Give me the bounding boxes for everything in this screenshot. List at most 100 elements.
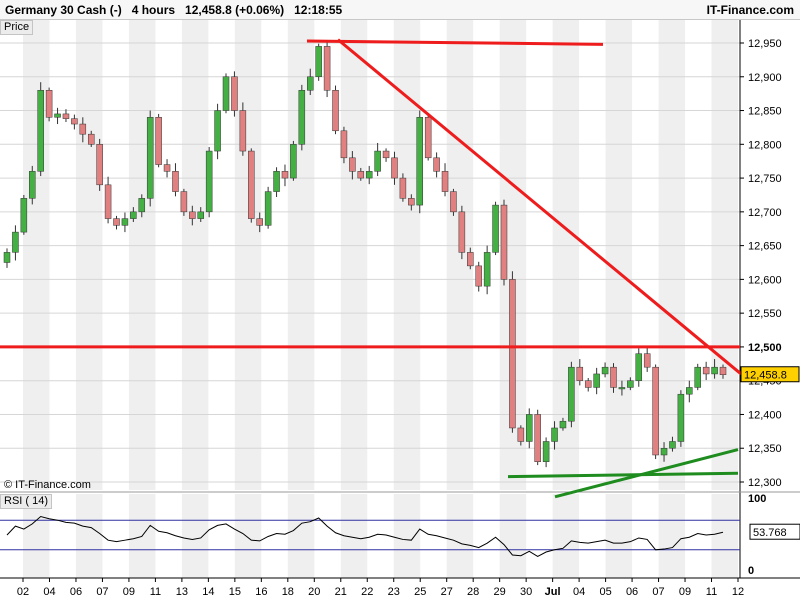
- day-band: [128, 20, 156, 490]
- x-tick-label: 15: [229, 586, 241, 598]
- day-band: [234, 20, 262, 490]
- bearish-candle: [87, 133, 95, 145]
- bearish-candle: [180, 191, 188, 213]
- bullish-candle: [627, 380, 634, 388]
- day-band: [75, 494, 103, 578]
- bearish-candle: [509, 279, 516, 429]
- chart-title: Germany 30 Cash (-) 4 hours 12,458.8 (+0…: [5, 3, 343, 17]
- day-band: [340, 20, 368, 490]
- resistance-line-top: [306, 39, 604, 46]
- bearish-candle: [433, 157, 440, 172]
- bearish-candle: [239, 110, 247, 152]
- bullish-candle: [264, 191, 272, 226]
- bullish-candle: [568, 366, 575, 422]
- y-tick-label: 12,850: [748, 106, 782, 118]
- bullish-candle: [12, 231, 19, 253]
- bearish-candle: [391, 157, 398, 179]
- bearish-candle: [248, 150, 255, 219]
- y-tick-label: 12,800: [748, 139, 782, 151]
- bearish-candle: [340, 130, 348, 159]
- bullish-candle: [130, 211, 137, 219]
- x-tick-label: 12: [732, 586, 744, 598]
- bearish-candle: [517, 427, 525, 442]
- bearish-candle: [719, 366, 727, 375]
- x-tick-label: 22: [361, 586, 373, 598]
- bearish-candle: [113, 218, 120, 226]
- rsi-tick-label: 0: [748, 565, 754, 577]
- y-tick-label: 12,650: [748, 241, 782, 253]
- day-band: [658, 494, 686, 578]
- x-tick-label: 29: [494, 586, 506, 598]
- bullish-candle: [416, 117, 424, 206]
- bullish-candle: [660, 447, 668, 456]
- x-tick-label: 21: [335, 586, 347, 598]
- rising-support-line: [554, 448, 739, 499]
- bullish-candle: [306, 76, 314, 91]
- x-tick-label: 06: [70, 586, 82, 598]
- bullish-candle: [298, 90, 306, 145]
- bearish-candle: [357, 171, 365, 179]
- bearish-candle: [256, 218, 263, 226]
- day-band: [605, 20, 633, 490]
- y-tick-label: 12,600: [748, 274, 782, 286]
- bullish-candle: [601, 366, 609, 375]
- support-line: [507, 471, 739, 479]
- x-tick-label: 04: [573, 586, 585, 598]
- x-tick-label: 20: [308, 586, 320, 598]
- rsi-value-label: 53.768: [753, 527, 787, 539]
- bullish-candle: [593, 373, 600, 388]
- bullish-candle: [222, 76, 230, 111]
- day-band: [75, 20, 103, 490]
- x-tick-label: 07: [96, 586, 108, 598]
- bullish-candle: [618, 387, 626, 390]
- day-band: [181, 494, 209, 578]
- bullish-candle: [197, 211, 204, 219]
- descending-trendline: [337, 38, 742, 376]
- bearish-candle: [172, 171, 179, 192]
- bullish-candle: [29, 171, 36, 199]
- bullish-candle: [37, 90, 44, 172]
- bearish-candle: [155, 117, 162, 165]
- rsi-tick-label: 100: [748, 493, 766, 505]
- bearish-candle: [399, 177, 407, 199]
- y-tick-label: 12,950: [748, 38, 782, 50]
- bullish-candle: [492, 204, 499, 253]
- x-tick-label: 30: [520, 586, 532, 598]
- day-band: [181, 20, 209, 490]
- bullish-candle: [551, 427, 558, 442]
- x-tick-label: 11: [150, 586, 161, 598]
- bearish-candle: [584, 380, 592, 388]
- bearish-candle: [458, 211, 466, 253]
- day-band: [711, 20, 738, 490]
- bearish-candle: [534, 414, 541, 462]
- x-tick-label: 25: [414, 586, 426, 598]
- y-tick-label: 12,900: [748, 72, 782, 84]
- bullish-candle: [290, 144, 297, 179]
- x-tick-label: 09: [679, 586, 691, 598]
- bullish-candle: [526, 414, 533, 442]
- bearish-candle: [475, 265, 482, 287]
- bearish-candle: [79, 123, 87, 135]
- bearish-candle: [441, 171, 449, 192]
- bullish-candle: [214, 110, 221, 152]
- day-band: [711, 494, 738, 578]
- bullish-candle: [121, 218, 129, 226]
- bullish-candle: [315, 46, 322, 78]
- y-tick-label: 12,350: [748, 443, 782, 455]
- bearish-candle: [96, 144, 103, 186]
- x-tick-label: 05: [599, 586, 611, 598]
- bullish-candle: [483, 252, 491, 287]
- day-band: [234, 494, 262, 578]
- bullish-candle: [711, 366, 718, 375]
- bearish-candle: [643, 353, 651, 368]
- watermark-text: © IT-Finance.com: [4, 479, 91, 491]
- bearish-candle: [231, 76, 238, 111]
- bearish-candle: [163, 164, 171, 172]
- bullish-candle: [365, 171, 373, 179]
- x-tick-label: 27: [441, 586, 453, 598]
- brand-name: IT-Finance.com: [706, 3, 794, 17]
- chart-header: Germany 30 Cash (-) 4 hours 12,458.8 (+0…: [0, 0, 800, 20]
- day-band: [23, 20, 50, 490]
- x-tick-label: 18: [282, 586, 294, 598]
- bearish-candle: [349, 157, 356, 172]
